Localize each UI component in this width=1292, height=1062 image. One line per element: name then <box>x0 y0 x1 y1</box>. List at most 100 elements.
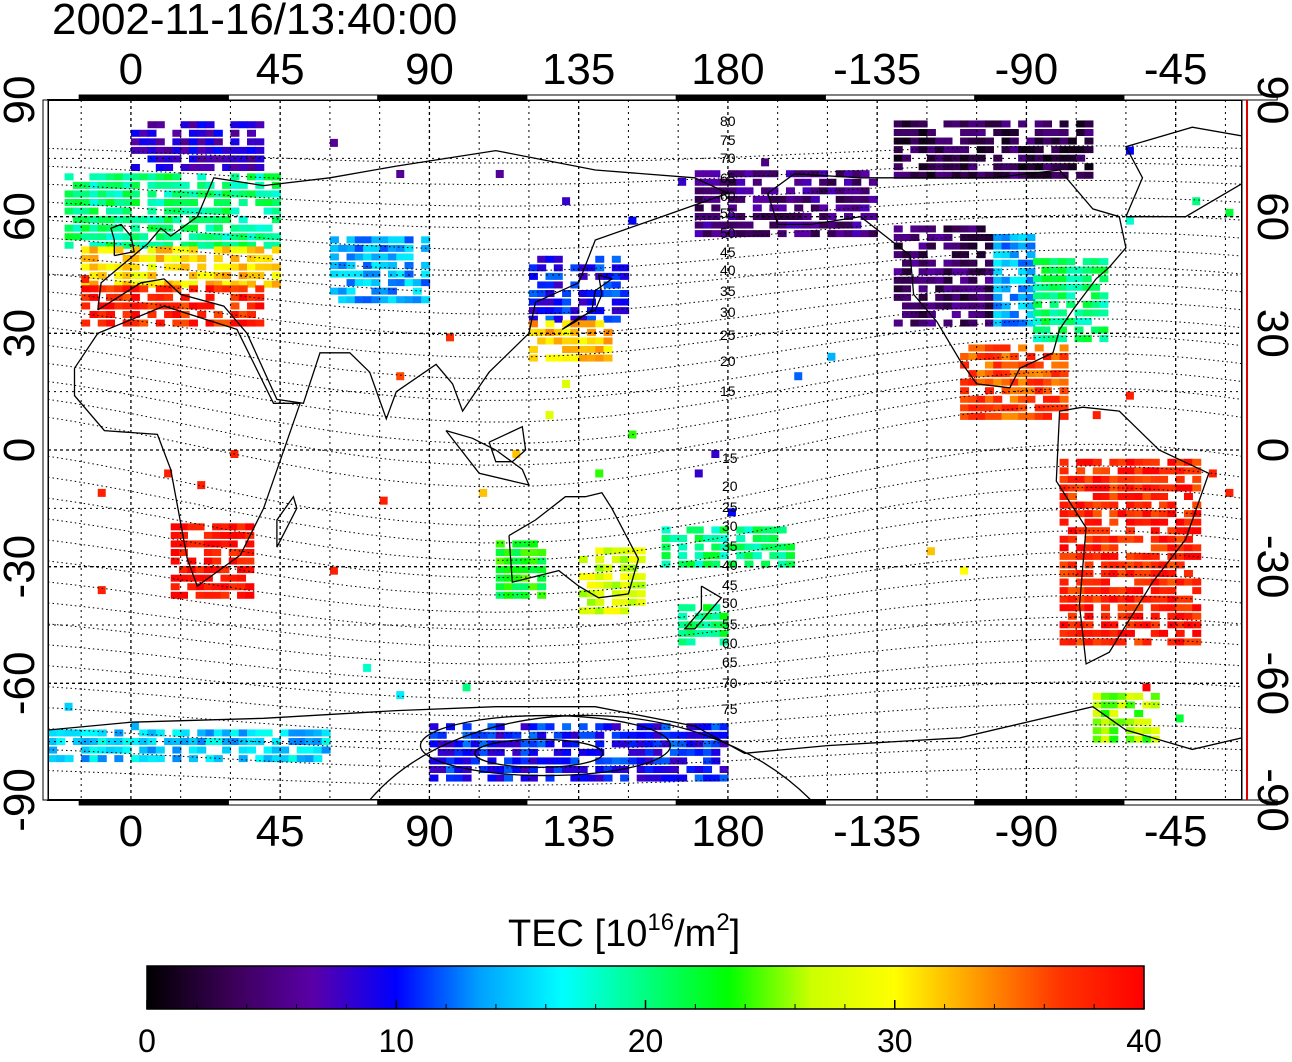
tec-cell <box>835 187 845 195</box>
tec-cell <box>578 315 588 323</box>
tec-cell <box>1001 259 1011 267</box>
tec-cell <box>114 190 124 198</box>
tec-cell <box>645 723 654 731</box>
tec-cell <box>203 566 213 574</box>
tec-cell <box>935 293 945 301</box>
tec-cell <box>1159 587 1169 595</box>
tec-cell <box>64 729 74 737</box>
tec-cell <box>187 523 197 531</box>
tec-cell <box>495 740 505 748</box>
tec-cell <box>960 259 970 267</box>
tec-cell <box>868 178 878 186</box>
tec-point <box>446 333 454 342</box>
tec-cell <box>213 207 223 215</box>
tec-cell <box>512 583 522 591</box>
tec-cell <box>1150 518 1160 526</box>
tec-cell <box>1117 701 1127 709</box>
tec-cell <box>620 598 630 606</box>
tec-cell <box>661 552 671 560</box>
tec-cell <box>968 163 978 171</box>
tec-cell <box>1026 154 1036 162</box>
tec-cell <box>170 523 180 531</box>
tec-cell <box>1043 370 1052 378</box>
tec-cell <box>81 746 91 754</box>
tec-cell <box>1059 578 1069 586</box>
tec-cell <box>1049 292 1059 300</box>
colorbar-label-close: ] <box>730 913 741 955</box>
tec-cell <box>1175 578 1185 586</box>
tec-cell <box>197 746 207 754</box>
tec-cell <box>97 755 107 763</box>
tec-cell <box>570 315 580 323</box>
tec-cell <box>810 195 820 203</box>
tec-cell <box>595 556 605 563</box>
tec-cell <box>379 262 389 269</box>
tec-cell <box>744 221 754 229</box>
tec-cell <box>81 199 91 206</box>
tec-cell <box>288 738 298 745</box>
tec-cell <box>761 535 771 542</box>
tec-cell <box>1009 276 1019 284</box>
tec-cell <box>203 557 213 565</box>
tec-cell <box>487 731 497 739</box>
tec-cell <box>122 216 132 224</box>
tec-cell <box>1101 701 1111 709</box>
tec-cell <box>528 290 538 297</box>
tec-cell <box>636 547 646 555</box>
tec-cell <box>553 298 563 306</box>
tec-cell <box>1026 276 1036 284</box>
tec-cell <box>1076 578 1086 586</box>
tec-cell <box>562 731 572 739</box>
tec-cell <box>1001 146 1011 154</box>
tec-cell <box>1041 335 1051 343</box>
tec-cell <box>827 178 837 186</box>
tec-cell <box>1183 544 1193 552</box>
tec-cell <box>139 216 149 224</box>
tec-cell <box>827 221 837 229</box>
tec-cell <box>179 549 189 556</box>
tec-cell <box>752 230 762 238</box>
tec-cell <box>1009 387 1019 395</box>
tec-cell <box>89 246 99 254</box>
tec-cell <box>528 298 538 306</box>
tec-cell <box>203 549 213 556</box>
tec-cell <box>545 766 555 773</box>
tec-cell <box>188 121 198 129</box>
tec-cell <box>761 526 771 534</box>
tec-cell <box>586 731 596 739</box>
tec-cell <box>1183 578 1193 586</box>
tec-cell <box>528 346 538 353</box>
tec-cell <box>371 296 381 304</box>
tec-cell <box>48 729 57 737</box>
tec-cell <box>1134 727 1144 735</box>
tec-cell <box>586 748 596 756</box>
tec-cell <box>188 155 198 163</box>
tec-cell <box>595 723 605 731</box>
tec-cell <box>255 233 265 241</box>
tec-cell <box>528 566 538 574</box>
tec-cell <box>703 604 713 612</box>
tec-cell <box>910 120 920 128</box>
tec-cell <box>212 540 222 548</box>
tec-cell <box>213 190 223 198</box>
tec-cell <box>761 187 771 195</box>
tec-cell <box>172 311 182 318</box>
frame-bar <box>377 94 532 101</box>
tec-cell <box>1125 552 1135 560</box>
tec-cell <box>81 302 91 310</box>
tec-cell <box>943 268 953 276</box>
tec-cell <box>220 566 230 574</box>
tec-cell <box>620 573 630 581</box>
tec-cell <box>694 187 704 195</box>
tec-cell <box>222 263 232 271</box>
tec-cell <box>1159 493 1169 500</box>
tec-cell <box>777 230 787 238</box>
tec-cell <box>868 213 878 220</box>
tec-cell <box>595 774 605 782</box>
tec-cell <box>106 216 116 224</box>
tec-cell <box>844 195 853 203</box>
tec-cell <box>247 241 256 249</box>
tec-cell <box>1142 701 1152 709</box>
contour-label: 20 <box>720 353 736 369</box>
tec-cell <box>528 774 538 782</box>
